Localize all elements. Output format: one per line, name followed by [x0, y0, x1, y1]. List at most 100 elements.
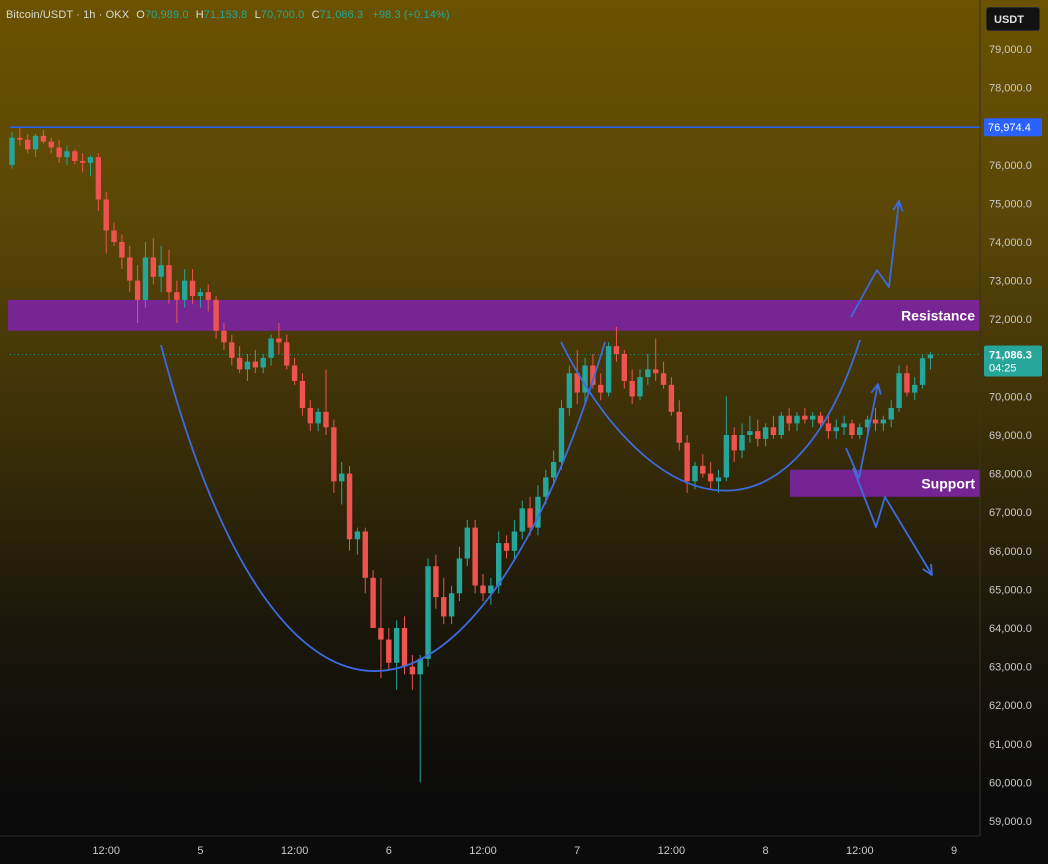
candle-body	[849, 423, 855, 435]
y-tick-label: 68,000.0	[989, 469, 1032, 481]
currency-button[interactable]: USDT	[986, 7, 1040, 31]
candle-body	[810, 415, 816, 420]
candle-body	[637, 377, 643, 397]
candle-body	[668, 384, 675, 412]
close-value: 71,086.3	[319, 9, 364, 21]
candle-body	[111, 230, 117, 242]
x-tick-label: 9	[951, 845, 957, 857]
time-axis: 12:00 5 12:00 6 12:00 7 12:00 8 12:00 9	[0, 835, 980, 857]
candle-body	[307, 407, 313, 424]
y-tick-label: 67,000.0	[989, 507, 1032, 519]
y-tick-label: 70,000.0	[989, 391, 1032, 403]
candle-body	[919, 358, 926, 385]
candle-body	[182, 280, 188, 300]
candles-group	[9, 128, 934, 783]
candle-body	[574, 373, 580, 393]
candle-body	[833, 427, 839, 432]
y-tick-label: 66,000.0	[989, 546, 1032, 558]
candle-body	[582, 365, 588, 393]
candle-body	[503, 543, 510, 551]
candle-body	[409, 666, 416, 675]
candle-body	[244, 361, 251, 370]
candle-body	[511, 531, 518, 551]
candle-body	[598, 384, 604, 393]
candle-body	[401, 628, 408, 667]
candle-body	[166, 265, 172, 293]
candle-body	[331, 427, 337, 482]
candle-body	[904, 373, 910, 393]
candle-body	[715, 477, 722, 482]
bounce-arrow-line	[845, 383, 879, 479]
candle-body	[9, 137, 15, 165]
candle-body	[621, 353, 627, 381]
candle-body	[315, 411, 321, 424]
candle-body	[872, 419, 879, 424]
level-price-text: 76,974.4	[988, 122, 1031, 134]
candle-body	[323, 411, 329, 428]
breakout-arrow-line	[850, 200, 900, 318]
breakdown-arrow-head	[922, 563, 933, 576]
y-tick-label: 65,000.0	[989, 584, 1032, 596]
y-tick-label: 63,000.0	[989, 662, 1032, 674]
candle-body	[40, 135, 47, 142]
candle-body	[284, 342, 290, 366]
candle-body	[496, 543, 502, 586]
breakout-arrow-head	[892, 200, 904, 212]
candle-body	[707, 473, 714, 482]
candle-body	[888, 407, 894, 420]
breakdown-arrow-line	[852, 467, 933, 576]
candle-body	[590, 365, 596, 385]
candle-body	[480, 585, 486, 594]
x-tick-label: 12:00	[469, 845, 497, 857]
candle-body	[645, 369, 651, 378]
candle-body	[912, 384, 918, 393]
y-tick-label: 75,000.0	[989, 198, 1032, 210]
candle-body	[864, 419, 871, 428]
x-tick-label: 8	[763, 845, 769, 857]
level-price-badge	[984, 118, 1042, 137]
bounce-arrow-head	[870, 383, 882, 395]
candle-body	[653, 369, 659, 374]
y-tick-label: 61,000.0	[989, 739, 1032, 751]
candle-body	[64, 151, 70, 158]
x-tick-label: 12:00	[658, 845, 686, 857]
x-tick-label: 12:00	[846, 845, 874, 857]
y-tick-label: 74,000.0	[989, 237, 1032, 249]
support-label: Support	[921, 475, 975, 491]
candle-body	[134, 280, 141, 300]
y-tick-label: 76,000.0	[989, 160, 1032, 172]
candle-body	[252, 361, 259, 368]
symbol-info-bar: Bitcoin/USDT · 1h · OKX O70,989.0 H71,15…	[6, 9, 450, 21]
y-tick-label: 72,000.0	[989, 314, 1032, 326]
low-value: 70,700.0	[260, 9, 305, 21]
candle-body	[558, 407, 565, 463]
high-label: H	[195, 9, 204, 21]
last-price-text: 71,086.3	[989, 349, 1032, 361]
candle-body	[378, 628, 384, 640]
candle-body	[802, 415, 808, 420]
y-tick-label: 79,000.0	[989, 44, 1032, 56]
candle-body	[896, 373, 902, 408]
candle-body	[433, 566, 439, 598]
candle-body	[488, 585, 494, 594]
candle-body	[566, 373, 573, 408]
candle-body	[346, 473, 353, 540]
y-tick-label: 64,000.0	[989, 623, 1032, 635]
candle-body	[339, 473, 345, 482]
candle-body	[260, 357, 266, 368]
candle-body	[605, 346, 612, 393]
candle-body	[723, 435, 730, 478]
candle-body	[158, 265, 164, 277]
symbol-label[interactable]: Bitcoin/USDT · 1h · OKX	[6, 9, 130, 21]
candle-body	[472, 527, 478, 586]
candle-body	[150, 257, 156, 277]
x-tick-label: 12:00	[92, 845, 120, 857]
candle-body	[519, 508, 525, 532]
candle-body	[119, 242, 125, 258]
price-axis: 59,000.0 60,000.0 61,000.0 62,000.0 63,000.0…	[979, 0, 1042, 836]
resistance-zone	[8, 299, 980, 331]
candle-body	[747, 431, 753, 435]
candle-body	[527, 508, 533, 528]
